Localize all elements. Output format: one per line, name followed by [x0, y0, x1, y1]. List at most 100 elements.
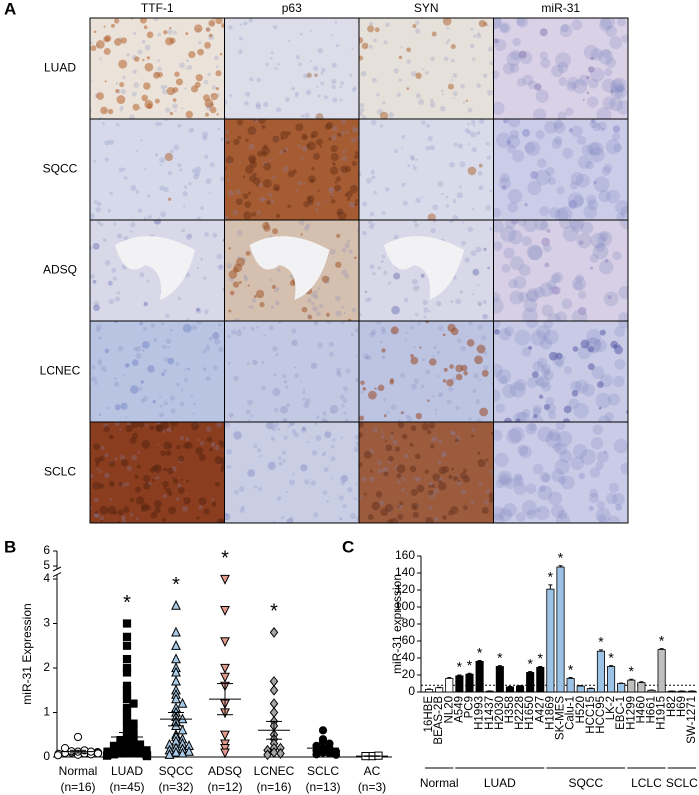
nucleus — [227, 190, 234, 197]
nucleus — [456, 192, 463, 199]
nucleus — [476, 131, 480, 136]
stain — [488, 492, 494, 501]
stain — [188, 50, 196, 59]
nucleus — [420, 384, 425, 389]
nucleus — [315, 201, 321, 207]
micrograph-content — [90, 422, 225, 523]
nucleus — [601, 78, 616, 93]
row-label: SCLC — [44, 465, 76, 479]
nucleus — [314, 290, 318, 294]
stain — [367, 514, 374, 521]
stain — [500, 476, 507, 483]
nucleus — [417, 321, 421, 325]
stain — [354, 202, 358, 206]
nucleus — [481, 430, 484, 433]
x-tick-label: BEAS-2B — [433, 696, 445, 745]
nucleus — [111, 268, 117, 274]
stain — [400, 411, 404, 415]
nucleus — [303, 119, 306, 122]
y-tick-label: 0 — [43, 749, 50, 763]
nucleus — [447, 38, 451, 42]
stain — [395, 446, 400, 452]
lumen — [249, 236, 330, 300]
nucleus — [586, 329, 602, 345]
nucleus — [139, 272, 145, 278]
nucleus — [350, 513, 356, 520]
nucleus — [93, 512, 100, 518]
stain — [169, 37, 176, 44]
nucleus — [143, 216, 147, 220]
stain — [196, 516, 200, 520]
nucleus — [493, 506, 505, 520]
nucleus — [273, 287, 279, 293]
nucleus — [437, 460, 442, 465]
nucleus — [436, 350, 441, 355]
nucleus — [600, 18, 616, 30]
micrograph — [493, 118, 629, 221]
nucleus — [90, 274, 95, 279]
nucleus — [210, 443, 215, 447]
nucleus — [231, 329, 237, 335]
stain — [161, 372, 165, 377]
stain — [140, 18, 147, 24]
nucleus — [183, 205, 186, 208]
stain — [479, 407, 489, 417]
nucleus — [408, 450, 411, 453]
tissue — [359, 18, 494, 119]
stain — [292, 169, 297, 174]
nucleus — [200, 257, 204, 261]
nucleus — [539, 221, 549, 231]
nucleus — [275, 352, 279, 357]
nucleus — [344, 418, 349, 422]
nucleus — [504, 326, 515, 337]
nucleus — [522, 408, 531, 418]
nucleus — [555, 442, 568, 456]
nucleus — [255, 104, 262, 110]
nucleus — [616, 18, 627, 27]
stain — [282, 418, 288, 422]
nucleus — [284, 97, 290, 103]
nucleus — [605, 139, 621, 155]
nucleus — [470, 27, 474, 31]
nucleus — [169, 328, 173, 332]
nucleus — [313, 191, 316, 194]
stain — [467, 166, 477, 176]
point — [220, 748, 230, 759]
group-label: SQCC — [568, 776, 603, 790]
nucleus — [100, 366, 107, 372]
nucleus — [620, 206, 628, 219]
stain — [450, 44, 456, 50]
tissue — [224, 18, 359, 119]
nucleus — [472, 124, 476, 127]
stain — [383, 471, 389, 477]
nucleus — [366, 178, 372, 184]
nucleus — [468, 321, 473, 326]
nucleus — [203, 276, 207, 280]
nucleus — [344, 273, 350, 279]
stain — [263, 224, 271, 232]
nucleus — [146, 194, 151, 198]
point — [171, 675, 181, 686]
nucleus — [158, 412, 164, 418]
nucleus — [506, 134, 521, 149]
x-tick-label: H1993 — [474, 696, 486, 730]
nucleus — [297, 180, 302, 186]
nucleus — [614, 86, 627, 99]
nucleus — [312, 306, 318, 312]
stain — [463, 370, 468, 376]
nucleus — [242, 326, 246, 330]
stain — [114, 321, 118, 324]
stain — [607, 295, 612, 300]
nucleus — [354, 434, 359, 440]
stain — [426, 429, 432, 435]
nucleus — [586, 194, 597, 206]
stain — [210, 92, 218, 101]
nucleus — [557, 206, 573, 220]
nucleus — [253, 444, 258, 449]
nucleus — [441, 93, 445, 96]
nucleus — [555, 311, 568, 321]
nucleus — [90, 505, 93, 510]
significance: * — [221, 547, 229, 569]
nucleus — [548, 491, 563, 506]
nucleus — [309, 29, 312, 32]
